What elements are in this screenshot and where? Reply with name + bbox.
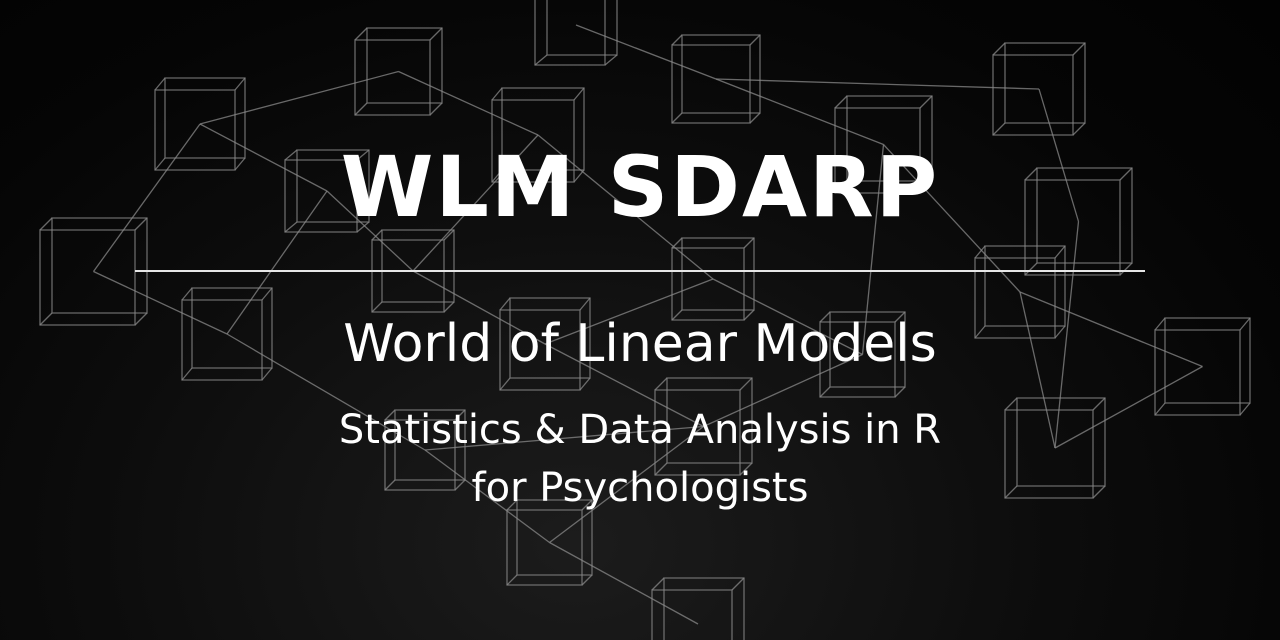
wireframe-cube bbox=[651, 577, 745, 640]
wireframe-cube bbox=[1004, 397, 1106, 499]
cube-connector-line bbox=[199, 123, 328, 192]
wireframe-cube bbox=[39, 217, 148, 326]
cube-connector-line bbox=[424, 449, 550, 544]
cube-connector-line bbox=[537, 134, 714, 280]
wireframe-cube bbox=[1024, 167, 1133, 276]
wireframe-cube bbox=[671, 237, 755, 321]
wireframe-cube bbox=[491, 87, 585, 183]
cube-connector-line bbox=[544, 343, 704, 428]
wireframe-cube bbox=[354, 27, 443, 116]
cube-connector-line bbox=[326, 190, 414, 272]
page-title: WLM SDARP bbox=[340, 138, 940, 236]
cube-connector-line bbox=[544, 278, 714, 345]
cube-connector-line bbox=[861, 144, 885, 355]
cube-connector-line bbox=[549, 425, 704, 544]
tagline-line-2: for Psychologists bbox=[471, 465, 809, 511]
cube-connector-line bbox=[575, 24, 717, 80]
cube-connector-line bbox=[1019, 291, 1203, 368]
wireframe-cube bbox=[154, 77, 246, 171]
cube-connector-line bbox=[424, 425, 704, 451]
cube-connector-line bbox=[398, 70, 539, 136]
wireframe-cube bbox=[834, 95, 933, 194]
tagline-line-1: Statistics & Data Analysis in R bbox=[338, 407, 942, 453]
cube-connector-line bbox=[226, 190, 328, 335]
subtitle: World of Linear Models bbox=[343, 314, 937, 374]
wireframe-cube bbox=[1154, 317, 1251, 416]
cube-connector-line bbox=[549, 541, 699, 625]
cube-connector-line bbox=[715, 78, 884, 146]
wireframe-cube bbox=[384, 409, 466, 491]
cube-connector-line bbox=[1038, 88, 1080, 222]
wireframe-cube bbox=[534, 0, 618, 66]
cube-connector-line bbox=[712, 278, 863, 356]
cube-connectors bbox=[92, 24, 1203, 625]
wireframe-cube bbox=[371, 229, 455, 313]
wireframe-cube bbox=[284, 149, 370, 233]
cube-connector-line bbox=[883, 144, 1021, 293]
wireframe-cube bbox=[654, 377, 753, 476]
wireframe-cube bbox=[671, 34, 761, 124]
cube-connector-line bbox=[226, 333, 426, 451]
cube-connector-line bbox=[1054, 365, 1203, 449]
cube-connector-line bbox=[412, 134, 539, 272]
wireframe-cube bbox=[974, 245, 1066, 339]
cube-connector-line bbox=[715, 78, 1040, 90]
cube-connector-line bbox=[703, 353, 863, 428]
cube-connector-line bbox=[93, 270, 228, 335]
cube-connector-line bbox=[1019, 291, 1056, 449]
wireframe-cube bbox=[506, 499, 593, 586]
cube-connector-line bbox=[199, 70, 399, 125]
cube-connector-line bbox=[92, 123, 201, 272]
wireframe-cube bbox=[992, 42, 1086, 136]
wireframe-cubes bbox=[39, 0, 1251, 640]
wireframe-cube bbox=[181, 287, 273, 381]
wireframe-cube bbox=[819, 311, 906, 398]
cube-connector-line bbox=[412, 270, 546, 345]
wireframe-cube bbox=[499, 297, 591, 391]
title-divider bbox=[135, 270, 1145, 272]
